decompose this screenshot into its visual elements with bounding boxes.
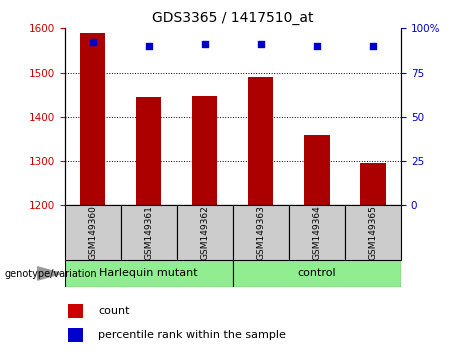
FancyBboxPatch shape: [345, 205, 401, 260]
Bar: [80, 33, 105, 205]
Text: GSM149362: GSM149362: [200, 205, 209, 260]
FancyBboxPatch shape: [289, 205, 345, 260]
Text: GSM149360: GSM149360: [88, 205, 97, 260]
Text: percentile rank within the sample: percentile rank within the sample: [98, 330, 286, 340]
Point: [313, 43, 321, 49]
Text: genotype/variation: genotype/variation: [5, 269, 97, 279]
Title: GDS3365 / 1417510_at: GDS3365 / 1417510_at: [152, 11, 313, 24]
Point: [201, 41, 208, 47]
Bar: [361, 163, 386, 205]
Text: control: control: [298, 268, 336, 279]
Polygon shape: [38, 267, 62, 280]
Bar: [304, 135, 330, 205]
Bar: [192, 96, 218, 205]
FancyBboxPatch shape: [177, 205, 233, 260]
Text: Harlequin mutant: Harlequin mutant: [100, 268, 198, 279]
Point: [89, 40, 96, 45]
Text: GSM149361: GSM149361: [144, 205, 153, 260]
Point: [369, 43, 377, 49]
Point: [145, 43, 152, 49]
Text: count: count: [98, 306, 130, 316]
Bar: [68, 304, 83, 318]
Text: GSM149365: GSM149365: [368, 205, 378, 260]
Text: GSM149364: GSM149364: [313, 205, 321, 260]
FancyBboxPatch shape: [233, 205, 289, 260]
Bar: [248, 77, 273, 205]
FancyBboxPatch shape: [65, 205, 121, 260]
Text: GSM149363: GSM149363: [256, 205, 266, 260]
Bar: [136, 97, 161, 205]
Point: [257, 41, 265, 47]
FancyBboxPatch shape: [121, 205, 177, 260]
FancyBboxPatch shape: [65, 260, 233, 287]
Bar: [68, 328, 83, 342]
FancyBboxPatch shape: [233, 260, 401, 287]
